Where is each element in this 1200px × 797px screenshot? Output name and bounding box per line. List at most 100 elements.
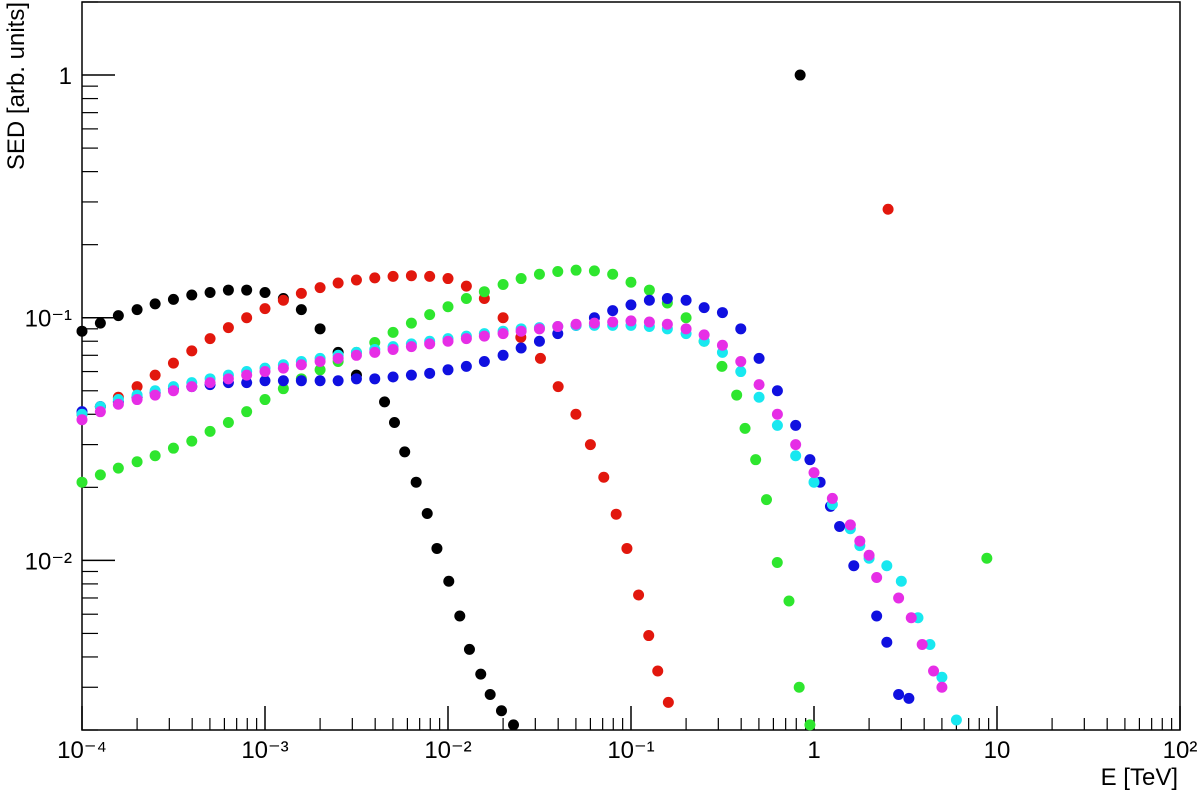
data-point xyxy=(314,375,326,387)
data-point xyxy=(848,560,860,572)
data-point xyxy=(680,312,692,324)
data-point xyxy=(314,282,326,294)
data-point xyxy=(916,639,928,651)
data-point xyxy=(716,339,728,351)
data-point xyxy=(222,284,234,296)
data-point xyxy=(552,321,564,333)
y-axis-label: SED [arb. units] xyxy=(3,2,30,170)
data-point xyxy=(735,323,747,335)
data-point xyxy=(753,391,765,403)
data-point xyxy=(94,317,106,329)
data-point xyxy=(222,322,234,334)
data-point xyxy=(680,294,692,306)
data-point xyxy=(405,317,417,329)
data-point xyxy=(497,328,509,340)
data-point xyxy=(431,542,443,554)
data-point xyxy=(424,338,436,350)
data-point xyxy=(167,442,179,454)
data-point xyxy=(186,345,198,357)
data-point xyxy=(424,367,436,379)
data-point xyxy=(478,330,490,342)
data-point xyxy=(643,284,655,296)
data-point xyxy=(834,520,846,532)
data-point xyxy=(149,369,161,381)
data-point xyxy=(515,342,527,354)
data-point xyxy=(515,273,527,285)
data-point xyxy=(652,665,664,677)
data-point xyxy=(277,383,289,395)
data-point xyxy=(882,203,894,215)
data-point xyxy=(424,270,436,282)
data-point xyxy=(936,671,948,683)
data-point xyxy=(460,280,472,292)
data-point xyxy=(881,560,893,572)
data-point xyxy=(643,294,655,306)
data-point xyxy=(844,519,856,531)
data-point xyxy=(388,416,400,428)
data-point xyxy=(186,289,198,301)
data-point xyxy=(167,385,179,397)
data-point xyxy=(735,356,747,368)
data-point xyxy=(584,439,596,451)
data-point xyxy=(442,364,454,376)
data-point xyxy=(131,381,143,393)
data-point xyxy=(893,592,905,604)
data-point xyxy=(204,333,216,345)
data-point xyxy=(241,312,253,324)
data-point xyxy=(421,508,433,520)
data-point xyxy=(570,264,582,276)
x-tick-label: 10² xyxy=(1163,737,1198,764)
data-point xyxy=(497,279,509,291)
data-point xyxy=(750,454,762,466)
data-point xyxy=(625,315,637,327)
data-point xyxy=(350,274,362,286)
data-point xyxy=(149,450,161,462)
data-point xyxy=(495,705,507,717)
data-point xyxy=(552,381,564,393)
data-point xyxy=(790,419,802,431)
data-point xyxy=(928,665,940,677)
data-point xyxy=(259,366,271,378)
data-point xyxy=(804,719,816,731)
data-point xyxy=(112,398,124,410)
data-point xyxy=(259,394,271,406)
data-point xyxy=(167,357,179,369)
data-point xyxy=(204,287,216,299)
data-point xyxy=(149,298,161,310)
data-point xyxy=(698,302,710,314)
data-point xyxy=(610,508,622,520)
data-point xyxy=(405,270,417,282)
data-point xyxy=(533,268,545,280)
data-point xyxy=(771,408,783,420)
data-point xyxy=(950,714,962,726)
data-point xyxy=(905,612,917,624)
data-point xyxy=(808,467,820,479)
data-point xyxy=(442,301,454,313)
data-point xyxy=(204,425,216,437)
data-point xyxy=(186,435,198,447)
data-point xyxy=(478,286,490,298)
data-point xyxy=(790,439,802,451)
data-point xyxy=(643,630,655,642)
data-point xyxy=(881,636,893,648)
data-point xyxy=(460,333,472,345)
data-point xyxy=(259,375,271,387)
data-point xyxy=(533,323,545,335)
data-point xyxy=(295,287,307,299)
y-tick-label: 10⁻¹ xyxy=(25,306,72,333)
data-point xyxy=(222,416,234,428)
data-point xyxy=(771,385,783,397)
data-point xyxy=(936,681,948,693)
data-point xyxy=(387,270,399,282)
data-point xyxy=(131,304,143,316)
data-point xyxy=(387,343,399,355)
data-point xyxy=(475,668,487,680)
data-point xyxy=(716,307,728,319)
data-point xyxy=(204,377,216,389)
data-point xyxy=(94,406,106,418)
data-point xyxy=(277,375,289,387)
data-point xyxy=(533,335,545,347)
data-point xyxy=(241,369,253,381)
data-point xyxy=(379,396,391,408)
data-point xyxy=(570,408,582,420)
